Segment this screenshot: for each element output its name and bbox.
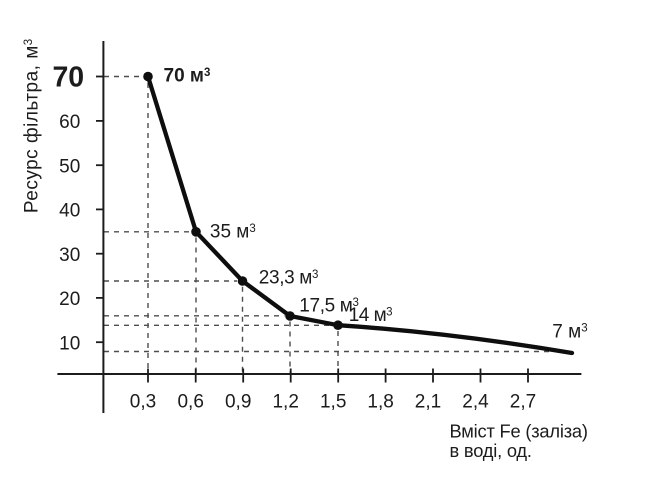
svg-text:30: 30	[59, 245, 80, 266]
svg-text:14 м3: 14 м3	[349, 305, 392, 326]
svg-text:17,5 м3: 17,5 м3	[299, 296, 358, 317]
svg-text:50: 50	[59, 157, 80, 178]
svg-text:70 м3: 70 м3	[164, 66, 211, 87]
svg-text:7 м3: 7 м3	[552, 321, 587, 342]
svg-text:60: 60	[59, 112, 80, 133]
svg-text:40: 40	[59, 201, 80, 222]
svg-text:2,4: 2,4	[462, 392, 489, 413]
svg-text:0,9: 0,9	[225, 392, 251, 413]
svg-text:20: 20	[59, 289, 80, 310]
svg-text:2,1: 2,1	[415, 392, 441, 413]
svg-text:35 м3: 35 м3	[210, 222, 256, 243]
svg-text:2,7: 2,7	[510, 392, 536, 413]
svg-text:1,2: 1,2	[272, 392, 298, 413]
svg-text:0,6: 0,6	[177, 392, 203, 413]
svg-text:1,8: 1,8	[367, 392, 393, 413]
svg-text:в воді, од.: в воді, од.	[450, 440, 532, 461]
svg-text:10: 10	[59, 334, 80, 355]
svg-text:70: 70	[52, 61, 84, 93]
svg-text:23,3 м3: 23,3 м3	[259, 268, 318, 289]
svg-text:Вміст Fe (заліза): Вміст Fe (заліза)	[450, 420, 588, 441]
svg-text:0,3: 0,3	[130, 392, 156, 413]
svg-text:1,5: 1,5	[320, 392, 346, 413]
svg-text:Ресурс фільтра, м3: Ресурс фільтра, м3	[22, 38, 43, 213]
